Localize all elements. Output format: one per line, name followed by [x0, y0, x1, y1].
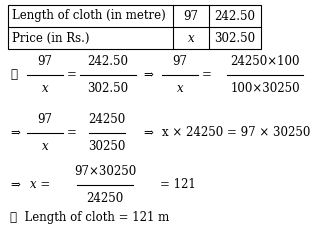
Text: ⇒: ⇒	[10, 179, 20, 192]
Text: 302.50: 302.50	[87, 82, 128, 95]
Text: =: =	[67, 68, 77, 82]
Text: ⇒: ⇒	[143, 68, 153, 82]
Text: 97: 97	[38, 113, 52, 126]
Text: x: x	[42, 82, 48, 95]
Text: 30250: 30250	[88, 140, 126, 153]
Text: 97: 97	[183, 9, 198, 23]
Text: = 121: = 121	[160, 179, 196, 192]
Text: ∴: ∴	[10, 68, 17, 82]
Text: x × 24250 = 97 × 30250: x × 24250 = 97 × 30250	[162, 126, 310, 140]
Text: 302.50: 302.50	[214, 31, 256, 44]
Text: ⇒: ⇒	[143, 126, 153, 140]
Text: 97: 97	[38, 55, 52, 68]
Text: 100×30250: 100×30250	[230, 82, 300, 95]
Text: Price (in Rs.): Price (in Rs.)	[12, 31, 89, 44]
Text: x: x	[177, 82, 183, 95]
Text: Length of cloth (in metre): Length of cloth (in metre)	[12, 9, 166, 23]
Text: 97×30250: 97×30250	[74, 165, 136, 178]
Text: ∴  Length of cloth = 121 m: ∴ Length of cloth = 121 m	[10, 212, 169, 224]
Text: 242.50: 242.50	[215, 9, 255, 23]
Text: 97: 97	[172, 55, 188, 68]
Text: ⇒: ⇒	[10, 126, 20, 140]
Text: 242.50: 242.50	[87, 55, 128, 68]
Text: =: =	[67, 126, 77, 140]
Text: x =: x =	[30, 179, 50, 192]
Bar	[8, 5, 261, 49]
Text: =: =	[202, 68, 212, 82]
Text: 24250: 24250	[88, 113, 126, 126]
Text: 24250×100: 24250×100	[230, 55, 300, 68]
Text: x: x	[42, 140, 48, 153]
Text: x: x	[188, 31, 194, 44]
Text: 24250: 24250	[86, 192, 124, 205]
